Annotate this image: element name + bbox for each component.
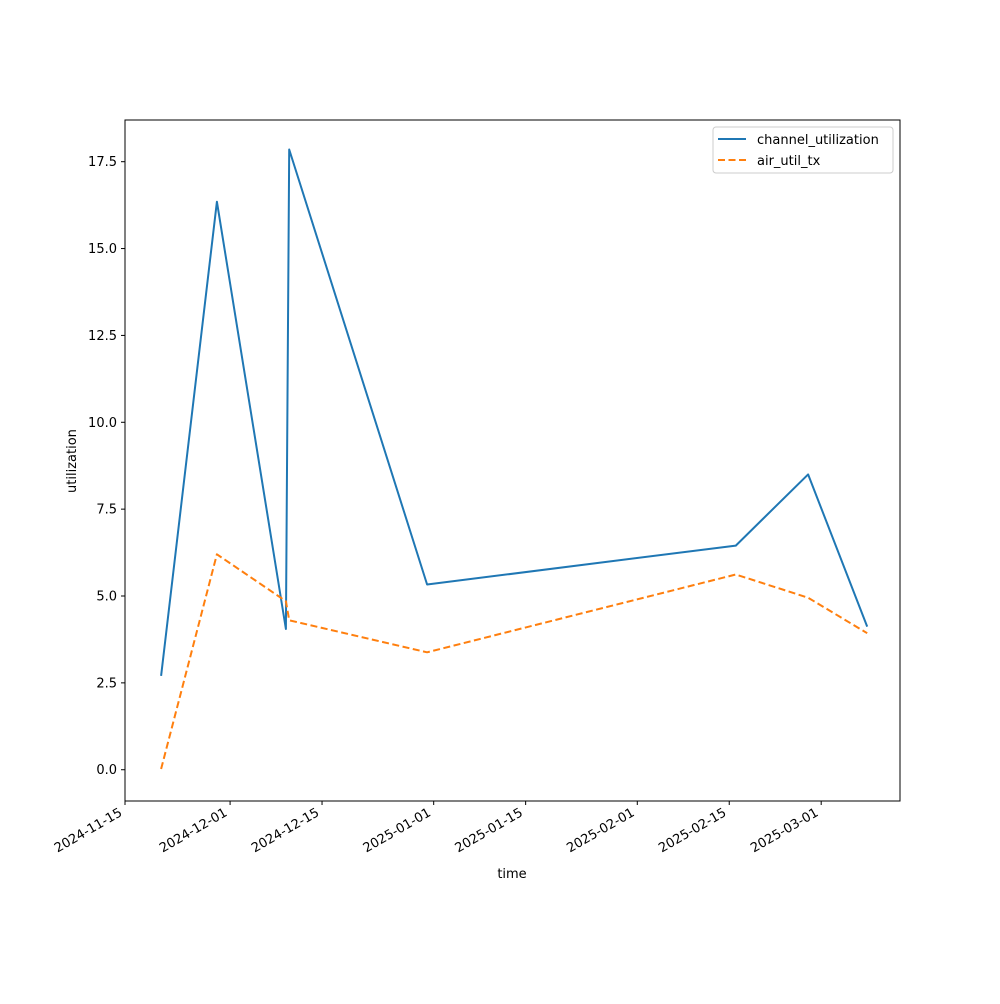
y-tick-label: 10.0 xyxy=(88,416,117,431)
legend-label-air_util_tx: air_util_tx xyxy=(757,154,821,169)
y-tick-label: 15.0 xyxy=(88,242,117,257)
y-tick-label: 2.5 xyxy=(96,676,117,691)
y-tick-label: 17.5 xyxy=(88,155,117,170)
legend-box xyxy=(712,126,894,174)
y-tick-label: 0.0 xyxy=(96,763,117,778)
plot-area xyxy=(160,148,869,770)
y-tick-label: 5.0 xyxy=(96,590,117,605)
series-line-channel_utilization xyxy=(160,148,869,677)
y-tick-label: 7.5 xyxy=(96,503,117,518)
y-axis-label: utilization xyxy=(65,429,80,493)
legend: channel_utilization air_util_tx xyxy=(712,126,894,174)
y-tick-label: 12.5 xyxy=(88,329,117,344)
legend-label-channel_utilization: channel_utilization xyxy=(757,133,879,148)
x-axis-label: time xyxy=(497,867,526,882)
series-line-air_util_tx xyxy=(160,553,868,770)
axes-frame xyxy=(124,119,901,802)
